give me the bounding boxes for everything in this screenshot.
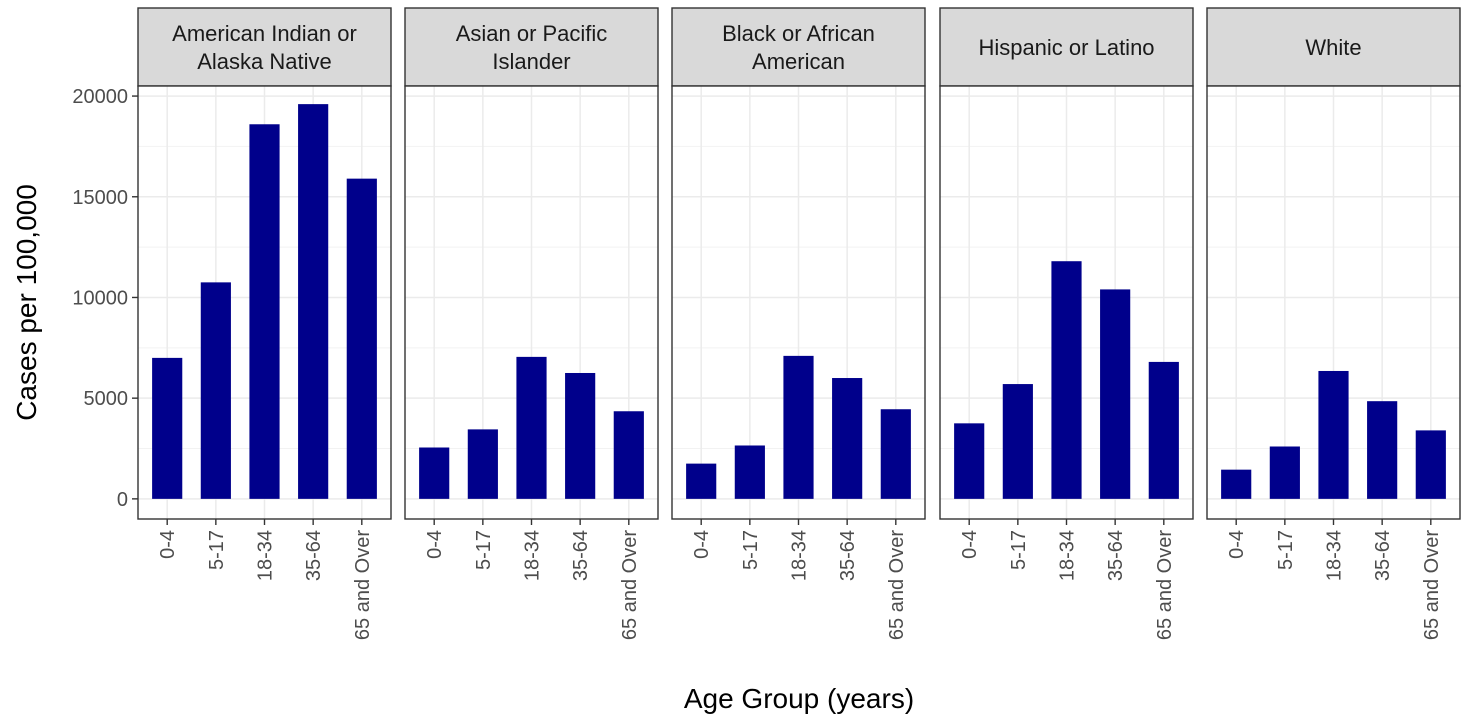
x-tick-label: 0-4 xyxy=(424,530,446,559)
x-tick-label: 18-34 xyxy=(1324,530,1346,581)
bar xyxy=(516,356,547,499)
bar xyxy=(832,378,863,499)
y-tick-label: 0 xyxy=(117,489,128,511)
bar xyxy=(346,178,377,499)
bar xyxy=(880,409,911,499)
bar xyxy=(565,372,596,499)
bar xyxy=(686,463,717,499)
facet-panel: Asian or Pacific Islander 0-4 5-17 18-34 35-6… xyxy=(404,7,659,640)
bar xyxy=(783,355,814,499)
facet-panel: American Indian or Alaska Native 0-4 5-17 18… xyxy=(137,7,392,640)
facet-panel: White 0-4 5-17 18-34 35-64 65 and Over xyxy=(1206,7,1461,640)
bar xyxy=(419,447,450,499)
bar xyxy=(954,423,985,499)
x-tick-label: 35-64 xyxy=(570,530,592,581)
facet-strip xyxy=(137,7,392,87)
x-tick-label: 35-64 xyxy=(303,530,325,581)
x-tick-label: 18-34 xyxy=(789,530,811,581)
bar xyxy=(734,445,765,499)
x-tick-label: 5-17 xyxy=(740,530,762,570)
x-tick-label: 65 and Over xyxy=(352,530,374,640)
facet-strip xyxy=(939,7,1194,87)
x-tick-label: 5-17 xyxy=(1275,530,1297,570)
facet-strip xyxy=(1206,7,1461,87)
facet-strip xyxy=(671,7,926,87)
x-tick-label: 65 and Over xyxy=(1154,530,1176,640)
x-tick-label: 0-4 xyxy=(959,530,981,559)
facet-strip-label: Black or African xyxy=(722,21,875,46)
bar xyxy=(1051,261,1082,499)
facet-strip-label: Hispanic or Latino xyxy=(978,35,1154,60)
facet-strip-label: White xyxy=(1305,35,1361,60)
facet-strip-label: American Indian or xyxy=(172,21,357,46)
x-tick-label: 18-34 xyxy=(255,530,277,581)
bar xyxy=(1002,384,1033,499)
x-tick-label: 18-34 xyxy=(522,530,544,581)
x-tick-label: 65 and Over xyxy=(1421,530,1443,640)
x-tick-label: 18-34 xyxy=(1057,530,1079,581)
facet-strip-label: Islander xyxy=(492,49,570,74)
y-tick-label: 10000 xyxy=(72,287,128,309)
bar xyxy=(1367,401,1398,499)
x-tick-label: 35-64 xyxy=(1105,530,1127,581)
bar xyxy=(467,429,498,499)
y-tick-label: 5000 xyxy=(84,388,129,410)
x-tick-label: 35-64 xyxy=(1372,530,1394,581)
y-tick-label: 15000 xyxy=(72,187,128,209)
bar xyxy=(1318,370,1349,499)
y-axis: 0 5000 10000 15000 20000 xyxy=(72,86,138,511)
y-axis-title: Cases per 100,000 xyxy=(11,184,42,421)
bar xyxy=(152,357,183,499)
bar xyxy=(1221,469,1252,499)
bar xyxy=(1269,446,1300,499)
bar xyxy=(1415,430,1446,499)
x-tick-label: 65 and Over xyxy=(886,530,908,640)
facet-strip xyxy=(404,7,659,87)
x-tick-label: 5-17 xyxy=(1008,530,1030,570)
bar xyxy=(200,282,231,499)
bar xyxy=(613,411,644,499)
y-tick-label: 20000 xyxy=(72,86,128,108)
x-tick-label: 35-64 xyxy=(837,530,859,581)
facet-strip-label: Asian or Pacific xyxy=(456,21,608,46)
bar xyxy=(1148,361,1179,499)
facet-panel: Black or African American 0-4 5-17 18-34 35-6… xyxy=(671,7,926,640)
x-tick-label: 5-17 xyxy=(473,530,495,570)
facet-strip-label: American xyxy=(752,49,845,74)
x-tick-label: 65 and Over xyxy=(619,530,641,640)
facet-panel: Hispanic or Latino 0-4 5-17 18-34 35-64 65 an… xyxy=(939,7,1194,640)
x-tick-label: 0-4 xyxy=(691,530,713,559)
facet-panels: American Indian or Alaska Native 0-4 5-17 18… xyxy=(137,7,1461,640)
x-tick-label: 5-17 xyxy=(206,530,228,570)
x-tick-label: 0-4 xyxy=(157,530,179,559)
x-axis-title: Age Group (years) xyxy=(684,683,914,714)
x-tick-label: 0-4 xyxy=(1226,530,1248,559)
bar xyxy=(298,104,329,499)
facet-strip-label: Alaska Native xyxy=(197,49,332,74)
bar xyxy=(1100,289,1131,499)
bar xyxy=(249,124,280,499)
